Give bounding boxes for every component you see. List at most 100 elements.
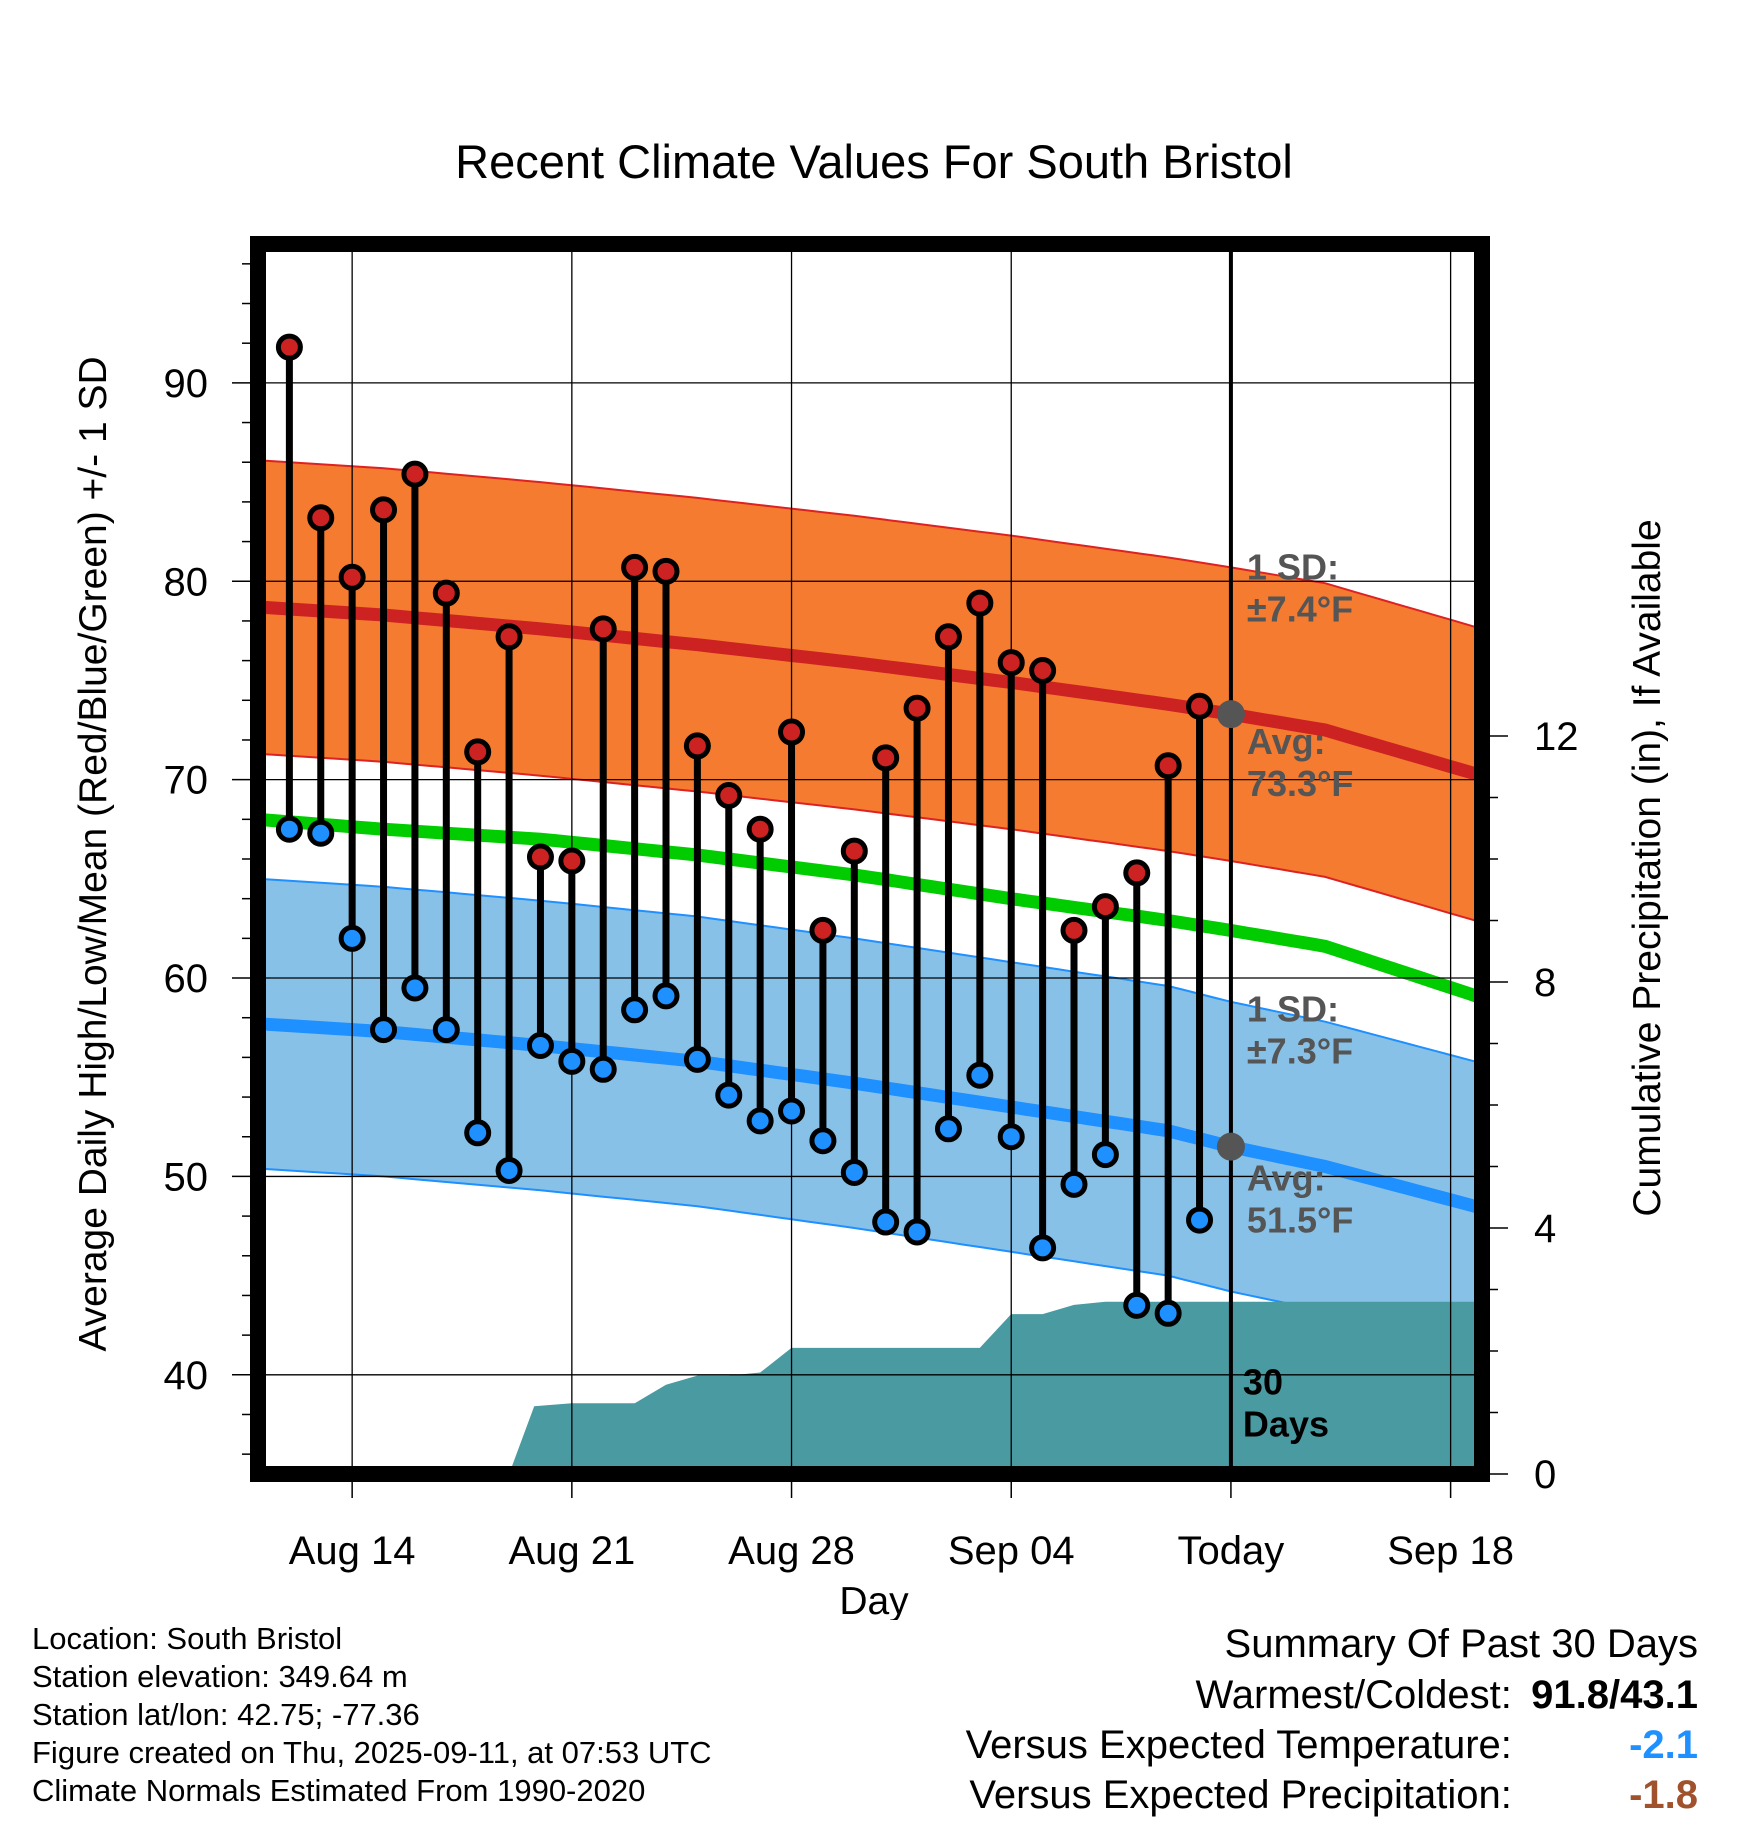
x-tick-label: Aug 28 xyxy=(728,1529,855,1573)
daily-low-point xyxy=(275,815,303,843)
daily-high-point xyxy=(338,563,366,591)
high-avg-annotation: Avg: 73.3°F xyxy=(1247,721,1353,804)
precip-anomaly-label: Versus Expected Precipitation: xyxy=(969,1773,1512,1817)
chart-title: Recent Climate Values For South Bristol xyxy=(455,135,1293,188)
daily-high-point xyxy=(966,589,994,617)
y-tick-label: 40 xyxy=(164,1354,209,1398)
location-text: Location: South Bristol xyxy=(32,1621,343,1656)
plot-frame xyxy=(250,236,1490,1482)
daily-high-point xyxy=(652,557,680,585)
daily-low-point xyxy=(558,1047,586,1075)
latlon-text: Station lat/lon: 42.75; -77.36 xyxy=(32,1697,420,1732)
y2-tick-label: 8 xyxy=(1534,961,1556,1005)
daily-high-point xyxy=(746,815,774,843)
daily-low-point xyxy=(401,974,429,1002)
daily-low-point xyxy=(526,1031,554,1059)
daily-low-point xyxy=(997,1123,1025,1151)
daily-high-point xyxy=(934,623,962,651)
daily-high-point xyxy=(558,847,586,875)
today-avg-high-marker xyxy=(1216,700,1245,729)
y-tick-label: 60 xyxy=(164,957,209,1001)
climate-chart: Recent Climate Values For South Bristol … xyxy=(72,135,1669,1620)
daily-high-point xyxy=(589,615,617,643)
daily-low-point xyxy=(746,1107,774,1135)
daily-low-point xyxy=(495,1156,523,1184)
x-tick-label: Aug 21 xyxy=(508,1529,635,1573)
daily-low-point xyxy=(432,1016,460,1044)
y2-axis-label: Cumulative Precipitation (in), If Availa… xyxy=(1626,519,1669,1216)
daily-low-point xyxy=(1091,1141,1119,1169)
daily-high-point xyxy=(1186,692,1214,720)
daily-low-point xyxy=(934,1115,962,1143)
daily-high-point xyxy=(715,782,743,810)
created-text: Figure created on Thu, 2025-09-11, at 07… xyxy=(32,1735,712,1770)
low-sd-band xyxy=(258,878,1482,1353)
normal-mean-line xyxy=(257,812,1485,1005)
daily-low-point xyxy=(1123,1291,1151,1319)
daily-low-point xyxy=(652,982,680,1010)
daily-low-point xyxy=(1154,1299,1182,1327)
daily-high-point xyxy=(432,579,460,607)
daily-low-point xyxy=(809,1127,837,1155)
daily-low-point xyxy=(715,1081,743,1109)
daily-high-point xyxy=(778,718,806,746)
y-tick-label: 90 xyxy=(164,362,209,406)
y-tick-label: 50 xyxy=(164,1155,209,1199)
daily-high-point xyxy=(1060,916,1088,944)
normal-high-line xyxy=(257,600,1484,782)
daily-low-point xyxy=(840,1158,868,1186)
daily-high-point xyxy=(809,916,837,944)
daily-high-point xyxy=(621,553,649,581)
summary-title: Summary Of Past 30 Days xyxy=(1224,1622,1698,1666)
daily-high-point xyxy=(370,496,398,524)
x-axis-label: Day xyxy=(839,1580,909,1620)
daily-low-point xyxy=(903,1218,931,1246)
daily-low-point xyxy=(778,1097,806,1125)
daily-high-point xyxy=(1029,657,1057,685)
today-avg-low-marker xyxy=(1216,1132,1245,1161)
low-sd-annotation: 1 SD: ±7.3°F xyxy=(1247,989,1353,1072)
daily-high-point xyxy=(1154,752,1182,780)
low-sd-upper-edge xyxy=(257,877,1483,1065)
daily-low-point xyxy=(589,1055,617,1083)
daily-high-point xyxy=(401,460,429,488)
daily-high-point xyxy=(526,843,554,871)
daily-low-point xyxy=(683,1045,711,1073)
y-axis-label: Average Daily High/Low/Mean (Red/Blue/Gr… xyxy=(72,356,115,1351)
temp-anomaly-label: Versus Expected Temperature: xyxy=(965,1723,1512,1767)
daily-high-point xyxy=(872,744,900,772)
daily-high-point xyxy=(495,623,523,651)
precip-area xyxy=(258,1301,1482,1474)
daily-high-point xyxy=(464,738,492,766)
y2-tick-label: 4 xyxy=(1534,1207,1556,1251)
daily-high-point xyxy=(275,333,303,361)
x-tick-label: Sep 04 xyxy=(948,1529,1075,1573)
daily-high-point xyxy=(997,649,1025,677)
precip-anomaly-row: Versus Expected Precipitation: -1.8 xyxy=(966,1770,1698,1820)
warmest-coldest-label: Warmest/Coldest: xyxy=(1195,1673,1512,1717)
x-tick-label: Today xyxy=(1178,1529,1285,1573)
daily-high-point xyxy=(903,694,931,722)
temp-anomaly-value: -2.1 xyxy=(1629,1723,1698,1767)
daily-low-point xyxy=(872,1208,900,1236)
y2-tick-label: 12 xyxy=(1534,715,1579,759)
normals-text: Climate Normals Estimated From 1990-2020 xyxy=(32,1773,646,1808)
low-sd-lower-edge xyxy=(257,1167,1483,1354)
daily-low-point xyxy=(966,1061,994,1089)
daily-low-point xyxy=(464,1119,492,1147)
daily-high-point xyxy=(1091,893,1119,921)
high-sd-upper-edge xyxy=(257,459,1483,630)
x-tick-label: Sep 18 xyxy=(1387,1529,1514,1573)
low-avg-annotation: Avg: 51.5°F xyxy=(1247,1157,1353,1240)
daily-high-point xyxy=(307,504,335,532)
high-sd-band xyxy=(258,460,1482,923)
normal-low-line xyxy=(257,1017,1484,1215)
elevation-text: Station elevation: 349.64 m xyxy=(32,1659,408,1694)
warmest-coldest-value: 91.8/43.1 xyxy=(1531,1673,1698,1717)
station-info: Location: South Bristol Station elevatio… xyxy=(32,1620,712,1810)
y2-tick-label: 0 xyxy=(1534,1453,1556,1497)
precip-days-annotation: 30 Days xyxy=(1243,1362,1329,1445)
daily-low-point xyxy=(1029,1234,1057,1262)
daily-low-point xyxy=(1060,1170,1088,1198)
precip-anomaly-value: -1.8 xyxy=(1629,1773,1698,1817)
